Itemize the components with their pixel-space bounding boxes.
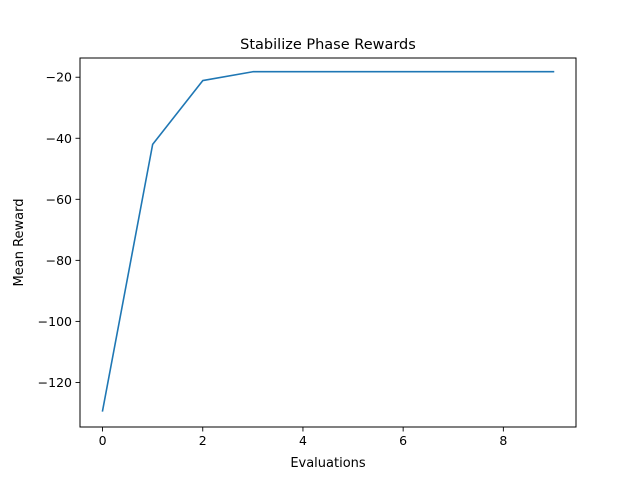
- y-axis-label: Mean Reward: [12, 199, 27, 287]
- x-tick-label: 0: [99, 433, 107, 448]
- axes-frame: [80, 58, 576, 427]
- series-line: [103, 72, 554, 411]
- y-tick-label: −100: [38, 314, 72, 329]
- x-axis-label: Evaluations: [290, 456, 366, 471]
- x-tick-label: 6: [399, 433, 407, 448]
- x-tick-label: 2: [199, 433, 207, 448]
- x-tick-label: 8: [499, 433, 507, 448]
- y-tick-label: −80: [46, 253, 72, 268]
- y-tick-label: −40: [46, 131, 72, 146]
- chart-title: Stabilize Phase Rewards: [240, 37, 416, 53]
- y-tick-label: −120: [38, 375, 72, 390]
- y-tick-label: −20: [46, 70, 72, 85]
- x-tick-label: 4: [299, 433, 307, 448]
- plot-area: [103, 72, 554, 411]
- x-axis: 0 2 4 6 8: [99, 427, 508, 448]
- y-axis: −120 −100 −80 −60 −40 −20: [38, 70, 80, 390]
- y-tick-label: −60: [46, 192, 72, 207]
